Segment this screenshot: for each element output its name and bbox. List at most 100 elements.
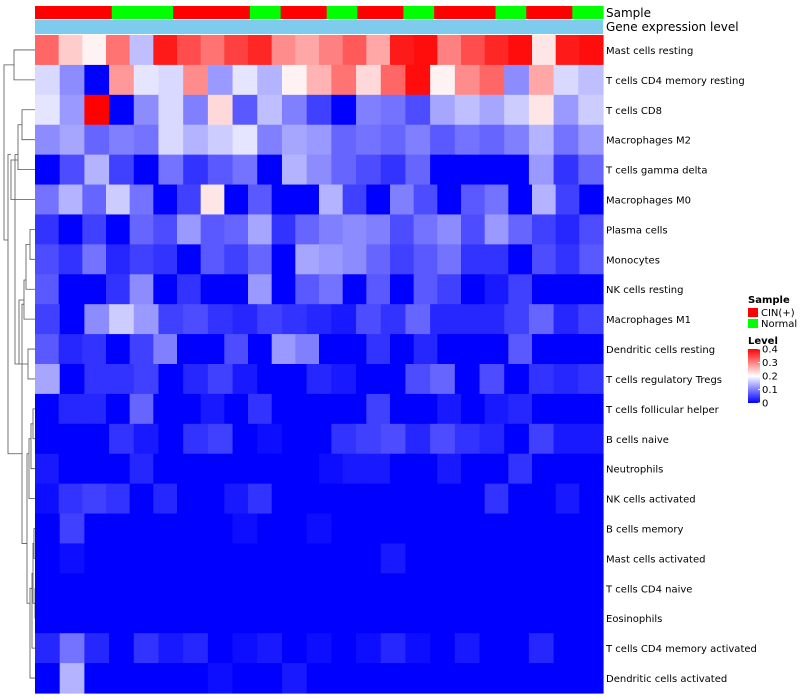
- heatmap-cell: [553, 154, 579, 186]
- heatmap-cell: [405, 154, 431, 186]
- heatmap-cell: [528, 304, 555, 335]
- heatmap-cell: [232, 364, 258, 395]
- sample-annotation-cell: [81, 6, 97, 19]
- heatmap-cell: [257, 513, 283, 545]
- heatmap-cell: [578, 64, 604, 96]
- heatmap-cell: [281, 663, 308, 694]
- heatmap-cell: [479, 543, 505, 574]
- sample-annotation-cell: [572, 6, 589, 19]
- heatmap-cell: [342, 35, 367, 66]
- dendrogram-branch: [31, 572, 36, 649]
- heatmap-cell: [295, 214, 320, 245]
- legend-level-title: Level: [748, 336, 778, 347]
- heatmap-cell: [183, 603, 209, 634]
- heatmap-cell: [84, 304, 110, 335]
- heatmap-cell: [106, 483, 131, 515]
- heatmap-cell: [59, 633, 85, 664]
- heatmap-cell: [200, 35, 225, 66]
- heatmap-cell: [133, 154, 160, 186]
- heatmap-cell: [437, 214, 462, 245]
- heatmap-cell: [183, 64, 209, 96]
- heatmap-cell: [106, 184, 131, 216]
- sample-annotation-cell: [234, 6, 251, 19]
- heatmap-cell: [479, 663, 505, 694]
- heatmap-cell: [177, 214, 202, 245]
- heatmap-cell: [553, 124, 579, 156]
- heatmap-cell: [508, 274, 533, 305]
- heatmap-cell: [479, 364, 505, 395]
- heatmap-cell: [342, 274, 367, 305]
- heatmap-cell: [356, 513, 382, 545]
- heatmap-cell: [356, 154, 382, 186]
- heatmap-cell: [109, 543, 135, 574]
- heatmap-cell: [555, 214, 580, 245]
- heatmap-cell: [319, 244, 344, 275]
- heatmap-cell: [84, 64, 110, 96]
- heatmap-cell: [207, 543, 234, 574]
- heatmap-cell: [306, 124, 332, 156]
- heatmap-cell: [366, 334, 391, 365]
- heatmap-cell: [158, 603, 184, 634]
- row-label: Neutrophils: [606, 465, 663, 476]
- heatmap-cell: [342, 244, 367, 275]
- heatmap-cell: [129, 453, 154, 485]
- heatmap-cell: [35, 423, 61, 455]
- heatmap-cell: [331, 364, 357, 395]
- legend-level-tick-label: 0.1: [762, 385, 778, 396]
- heatmap-cell: [106, 274, 131, 305]
- sample-annotation-cell: [96, 6, 113, 19]
- heatmap-cell: [461, 214, 486, 245]
- heatmap-cell: [35, 393, 60, 425]
- heatmap-cell: [578, 663, 604, 694]
- heatmap-cell: [35, 304, 61, 335]
- heatmap-cell: [342, 184, 367, 216]
- heatmap-cell: [504, 543, 530, 574]
- heatmap-cell: [35, 663, 61, 694]
- heatmap-cell: [555, 393, 580, 425]
- heatmap-cell: [183, 94, 209, 126]
- heatmap-cell: [319, 184, 344, 216]
- heatmap-cell: [390, 334, 415, 365]
- heatmap-cell: [390, 393, 415, 425]
- heatmap-cell: [342, 393, 367, 425]
- heatmap-cell: [295, 483, 320, 515]
- heatmap-cell: [207, 94, 234, 126]
- row-label: T cells CD8: [605, 106, 662, 117]
- heatmap-cell: [306, 633, 332, 664]
- heatmap-cell: [281, 64, 308, 96]
- heatmap-cell: [59, 124, 85, 156]
- heatmap-cell: [437, 483, 462, 515]
- heatmap-cell: [405, 633, 431, 664]
- heatmap-cell: [430, 423, 456, 455]
- heatmap-cell: [504, 94, 530, 126]
- heatmap-cell: [405, 364, 431, 395]
- heatmap-cell: [356, 663, 382, 694]
- heatmap-cell: [504, 64, 530, 96]
- heatmap-cell: [532, 334, 557, 365]
- heatmap-cell: [461, 393, 486, 425]
- heatmap-cell: [109, 124, 135, 156]
- heatmap-cell: [405, 513, 431, 545]
- heatmap-cell: [504, 154, 530, 186]
- heatmap-cell: [306, 663, 332, 694]
- heatmap-cell: [106, 334, 131, 365]
- heatmap-cell: [106, 244, 131, 275]
- sample-annotation-cell: [372, 6, 389, 19]
- heatmap-cell: [479, 64, 505, 96]
- heatmap-cell: [281, 633, 308, 664]
- heatmap-cell: [437, 35, 462, 66]
- heatmap-cell: [578, 543, 604, 574]
- sample-annotation-cell: [173, 6, 190, 19]
- heatmap-cell: [129, 274, 154, 305]
- heatmap-cell: [133, 633, 160, 664]
- heatmap-cell: [380, 94, 407, 126]
- heatmap-cell: [295, 274, 320, 305]
- heatmap-cell: [390, 214, 415, 245]
- heatmap-cell: [555, 35, 580, 66]
- sample-annotation-cell: [464, 6, 481, 19]
- heatmap-cell: [579, 184, 604, 216]
- dendrogram-branch: [28, 438, 36, 499]
- heatmap-cell: [207, 364, 234, 395]
- heatmap-cell: [129, 214, 154, 245]
- heatmap-cell: [437, 184, 462, 216]
